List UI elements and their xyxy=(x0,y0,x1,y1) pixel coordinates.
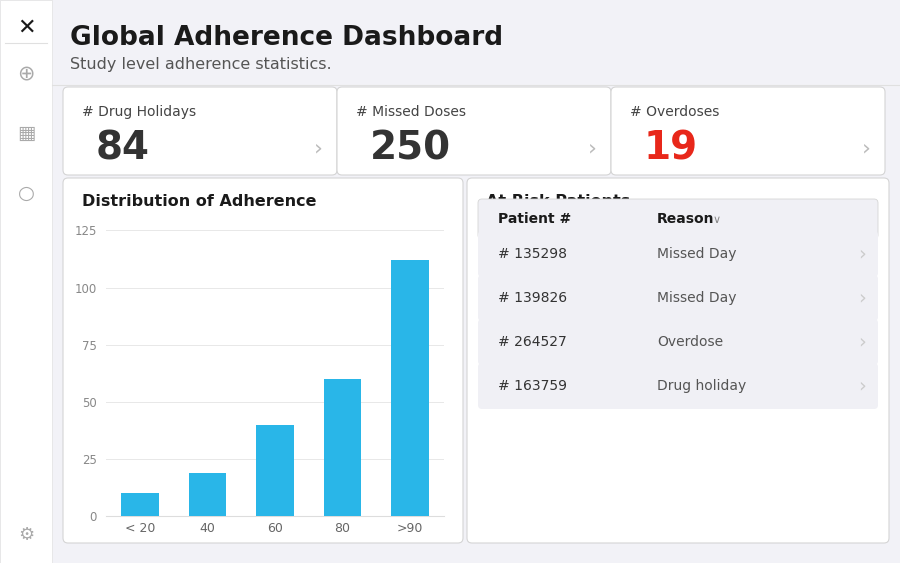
FancyBboxPatch shape xyxy=(478,275,878,321)
FancyBboxPatch shape xyxy=(478,319,878,365)
Text: 84: 84 xyxy=(96,129,150,167)
Text: Global Adherence Dashboard: Global Adherence Dashboard xyxy=(70,25,503,51)
Text: ›: › xyxy=(858,377,866,395)
FancyBboxPatch shape xyxy=(478,199,878,239)
Text: # 139826: # 139826 xyxy=(498,291,567,305)
Bar xyxy=(392,260,428,516)
Text: ›: › xyxy=(861,138,870,158)
Text: 19: 19 xyxy=(644,129,698,167)
Text: At Risk Patients: At Risk Patients xyxy=(486,194,630,208)
Text: Missed Day: Missed Day xyxy=(657,247,736,261)
Text: Reason: Reason xyxy=(657,212,715,226)
Text: # Missed Doses: # Missed Doses xyxy=(356,105,466,119)
Text: ⊕: ⊕ xyxy=(17,63,35,83)
FancyBboxPatch shape xyxy=(63,178,463,543)
FancyBboxPatch shape xyxy=(478,231,878,277)
Text: Distribution of Adherence: Distribution of Adherence xyxy=(82,194,317,208)
Text: Patient #: Patient # xyxy=(498,212,572,226)
Text: Study level adherence statistics.: Study level adherence statistics. xyxy=(70,57,331,73)
Text: ⚙: ⚙ xyxy=(18,526,34,544)
Text: # Drug Holidays: # Drug Holidays xyxy=(82,105,196,119)
Text: # 163759: # 163759 xyxy=(498,379,567,393)
Bar xyxy=(256,425,293,516)
Text: ✕: ✕ xyxy=(17,18,35,38)
FancyBboxPatch shape xyxy=(337,87,611,175)
Text: # 135298: # 135298 xyxy=(498,247,567,261)
Text: ▦: ▦ xyxy=(17,123,35,142)
Text: ›: › xyxy=(313,138,322,158)
Text: 250: 250 xyxy=(370,129,451,167)
Text: ○: ○ xyxy=(17,184,34,203)
Text: # 264527: # 264527 xyxy=(498,335,567,349)
Text: ∨: ∨ xyxy=(713,215,721,225)
FancyBboxPatch shape xyxy=(0,0,52,563)
Text: Overdose: Overdose xyxy=(657,335,723,349)
Bar xyxy=(122,493,158,516)
Text: ›: › xyxy=(858,333,866,351)
Text: ›: › xyxy=(588,138,597,158)
Bar xyxy=(189,472,226,516)
Bar xyxy=(324,379,361,516)
FancyBboxPatch shape xyxy=(467,178,889,543)
Text: Drug holiday: Drug holiday xyxy=(657,379,746,393)
Text: # Overdoses: # Overdoses xyxy=(630,105,719,119)
Text: ›: › xyxy=(858,288,866,307)
Text: ›: › xyxy=(858,244,866,263)
Text: Missed Day: Missed Day xyxy=(657,291,736,305)
FancyBboxPatch shape xyxy=(478,363,878,409)
FancyBboxPatch shape xyxy=(611,87,885,175)
FancyBboxPatch shape xyxy=(63,87,337,175)
